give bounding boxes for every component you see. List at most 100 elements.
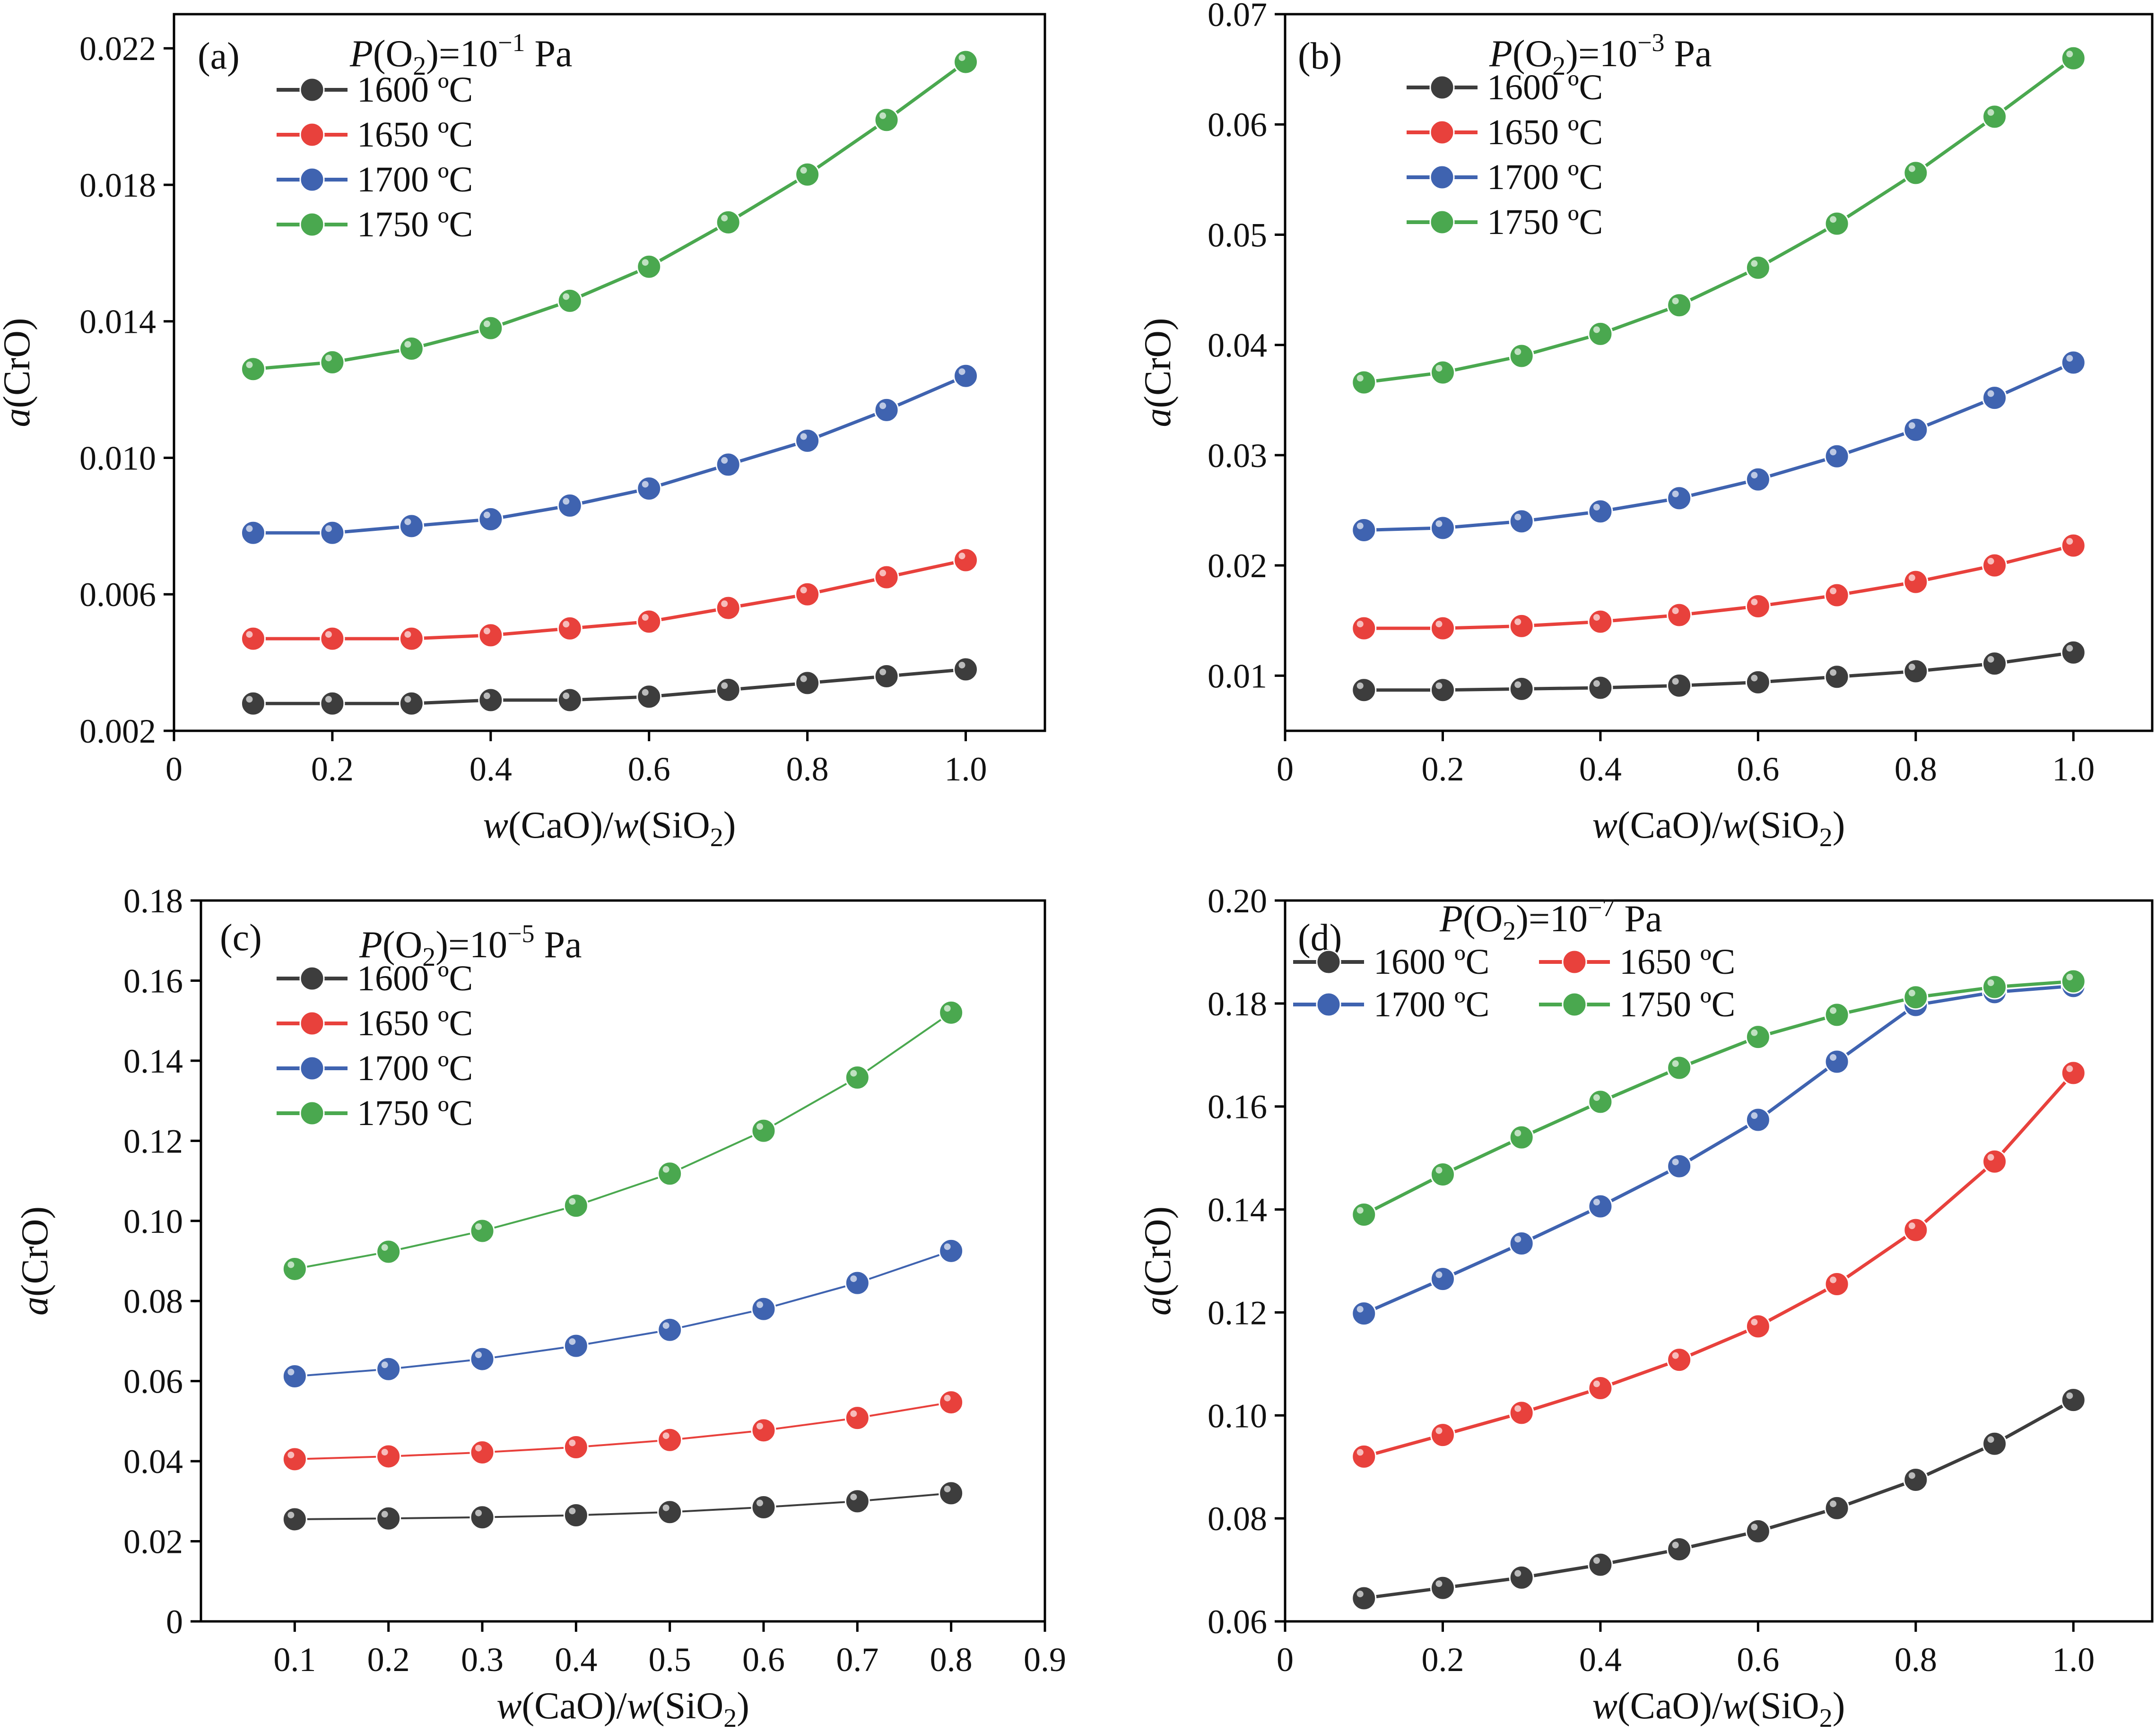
data-point-1600 <box>1824 1495 1850 1521</box>
data-point-1600 <box>1430 1575 1455 1601</box>
series-line-1700 <box>295 1250 952 1377</box>
data-point-1750 <box>320 349 345 375</box>
y-axis-title: a(CrO) <box>14 1206 56 1316</box>
data-point-highlight <box>1672 1060 1679 1067</box>
data-point-highlight <box>1514 618 1521 625</box>
data-point-highlight <box>1356 621 1364 628</box>
data-point-1700 <box>282 1364 307 1389</box>
legend-label: 1750 ºC <box>357 205 473 244</box>
data-point-highlight <box>2066 645 2073 652</box>
data-point-1600 <box>874 663 899 689</box>
data-point-highlight <box>721 600 728 607</box>
data-point-1650 <box>1588 609 1613 634</box>
x-tick-label: 0 <box>1277 750 1294 788</box>
panel-label: (c) <box>220 917 262 959</box>
data-point-highlight <box>483 511 490 519</box>
data-point-highlight <box>642 689 649 696</box>
x-tick-label: 0.6 <box>742 1641 785 1679</box>
data-point-1650 <box>1351 1444 1377 1469</box>
data-point-highlight <box>475 1509 482 1516</box>
data-point-highlight <box>325 355 332 362</box>
data-point-1600 <box>751 1495 776 1520</box>
data-point-highlight <box>1987 979 1994 986</box>
series-line-1650 <box>1363 1072 2075 1458</box>
data-point-highlight <box>1987 656 1994 663</box>
x-tick-label: 0.6 <box>1737 750 1779 788</box>
pressure-annotation: P(O2)=10−5 Pa <box>359 919 582 972</box>
plot-frame <box>200 899 1046 1623</box>
data-point-highlight <box>2066 538 2073 545</box>
data-point-1600 <box>715 677 741 702</box>
x-tick-label: 1.0 <box>2052 750 2095 788</box>
data-point-highlight <box>381 1448 388 1455</box>
data-point-1750 <box>1903 160 1929 186</box>
data-point-1750 <box>1667 1055 1692 1081</box>
data-point-highlight <box>1830 588 1837 595</box>
data-point-1600 <box>1351 1585 1377 1611</box>
data-point-highlight <box>1593 680 1600 687</box>
data-point-1700 <box>795 428 820 453</box>
data-point-1650 <box>636 609 662 634</box>
data-point-1650 <box>1982 1149 2008 1174</box>
data-point-1750 <box>1667 293 1692 318</box>
data-point-highlight <box>662 1504 669 1511</box>
data-point-highlight <box>756 1301 763 1308</box>
data-point-1750 <box>1351 1202 1377 1227</box>
legend-label: 1600 ºC <box>1487 68 1603 107</box>
data-point-1600 <box>1430 677 1455 703</box>
series-line-1700 <box>1364 361 2074 532</box>
data-point-highlight <box>1672 297 1679 304</box>
data-point-highlight <box>1987 1154 1994 1161</box>
data-point-1700 <box>1430 1266 1455 1292</box>
data-point-highlight <box>756 1123 763 1130</box>
x-tick-label: 0.4 <box>1579 750 1622 788</box>
data-point-highlight <box>1593 1199 1600 1206</box>
data-point-highlight <box>662 1322 669 1329</box>
data-point-highlight <box>1830 1054 1837 1061</box>
y-axis-title: a(CrO) <box>1137 318 1179 427</box>
data-point-highlight <box>1593 326 1600 333</box>
legend-label: 1650 ºC <box>357 1004 473 1043</box>
y-tick-label: 0.002 <box>79 712 156 750</box>
data-point-1750 <box>715 209 741 235</box>
data-point-highlight <box>1751 675 1758 682</box>
x-tick-label: 0.3 <box>461 1641 504 1679</box>
data-point-highlight <box>1435 1167 1443 1174</box>
data-point-1750 <box>469 1218 495 1244</box>
data-point-1600 <box>563 1502 589 1528</box>
legend-label: 1650 ºC <box>1487 113 1603 152</box>
data-point-1650 <box>2060 533 2086 558</box>
y-tick-label: 0.08 <box>123 1282 183 1320</box>
data-point-1650 <box>1430 1422 1455 1448</box>
data-point-1650 <box>715 595 741 621</box>
data-point-highlight <box>879 402 887 409</box>
data-point-1600 <box>636 684 662 710</box>
data-point-1600 <box>1745 669 1771 695</box>
data-point-1700 <box>399 513 424 539</box>
y-tick-label: 0.022 <box>79 30 156 68</box>
data-point-highlight <box>1356 682 1364 689</box>
series-line-1750 <box>253 61 967 371</box>
y-tick-label: 0.06 <box>1208 1603 1267 1641</box>
data-point-highlight <box>879 112 887 119</box>
data-point-highlight <box>1672 1159 1679 1166</box>
data-point-highlight <box>1356 1306 1364 1313</box>
data-point-highlight <box>475 1351 482 1359</box>
data-point-1650 <box>469 1439 495 1465</box>
legend-label: 1700 ºC <box>1487 157 1603 197</box>
data-point-1700 <box>1667 1153 1692 1179</box>
y-tick-label: 0.12 <box>123 1122 183 1160</box>
y-tick-label: 0.01 <box>1208 657 1267 695</box>
pressure-annotation: P(O2)=10−3 Pa <box>1489 28 1712 81</box>
data-point-1650 <box>939 1390 964 1415</box>
data-point-1600 <box>282 1507 307 1532</box>
legend-marker-1750 <box>299 1100 325 1126</box>
series-line-1650 <box>253 558 966 641</box>
legend-marker-1700 <box>1316 992 1341 1017</box>
legend-label: 1600 ºC <box>1374 942 1489 982</box>
data-point-highlight <box>2066 355 2073 362</box>
legend: 1600 ºC 1650 ºC 1700 ºC 1750 ºC <box>277 959 473 1133</box>
data-point-1700 <box>1351 1301 1377 1326</box>
data-point-highlight <box>569 1198 576 1205</box>
data-point-highlight <box>1908 1222 1915 1230</box>
